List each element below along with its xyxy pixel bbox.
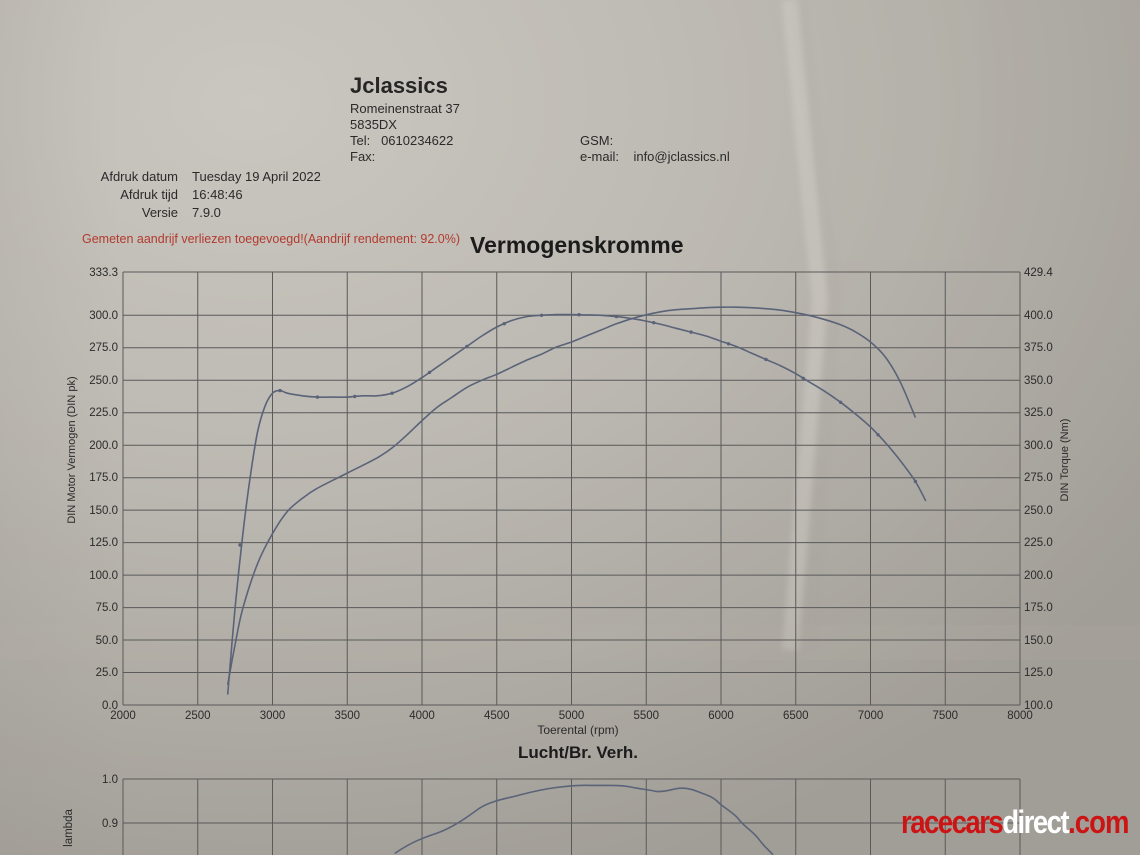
svg-text:racecarsdirect.com: racecarsdirect.com <box>901 805 1129 841</box>
